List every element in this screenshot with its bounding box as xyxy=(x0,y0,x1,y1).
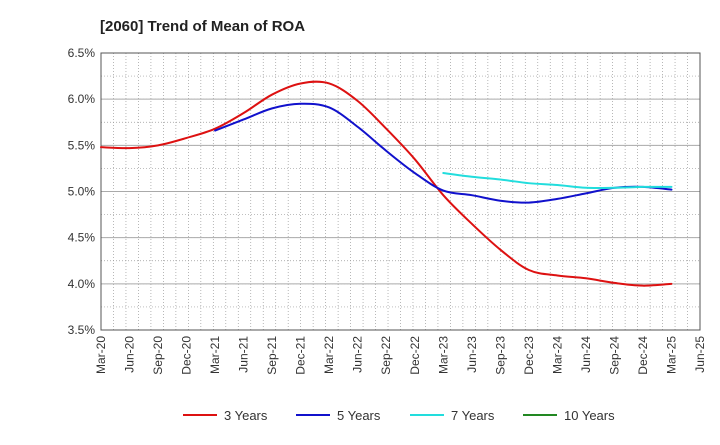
x-tick-label: Jun-22 xyxy=(351,336,365,373)
legend: 3 Years 5 Years 7 Years 10 Years xyxy=(183,408,615,423)
x-tick-label: Jun-25 xyxy=(693,336,707,373)
y-tick-label: 6.5% xyxy=(68,46,96,60)
series-line-5-years xyxy=(214,102,673,204)
x-tick-label: Mar-22 xyxy=(322,336,336,374)
y-tick-label: 5.0% xyxy=(68,185,96,199)
y-tick-label: 5.5% xyxy=(68,138,96,152)
x-tick-label: Sep-20 xyxy=(151,336,165,375)
x-tick-label: Mar-20 xyxy=(94,336,108,374)
x-tick-label: Mar-21 xyxy=(208,336,222,374)
x-tick-label: Dec-24 xyxy=(636,336,650,375)
x-tick-label: Mar-25 xyxy=(664,336,678,374)
x-tick-label: Jun-24 xyxy=(579,336,593,373)
x-tick-label: Sep-23 xyxy=(493,336,507,375)
series-line-3-years xyxy=(100,80,673,287)
series-line-7-years xyxy=(442,172,673,190)
series-lines xyxy=(100,80,673,287)
y-tick-labels: 6.5% 6.0% 5.5% 5.0% 4.5% 4.0% 3.5% xyxy=(68,46,96,337)
axes xyxy=(100,52,701,331)
y-tick-label: 3.5% xyxy=(68,323,96,337)
chart-title: [2060] Trend of Mean of ROA xyxy=(100,18,305,35)
x-tick-label: Jun-23 xyxy=(465,336,479,373)
x-tick-label: Mar-23 xyxy=(436,336,450,374)
legend-label: 5 Years xyxy=(337,408,381,423)
legend-label: 3 Years xyxy=(224,408,268,423)
x-tick-label: Dec-20 xyxy=(180,336,194,375)
x-tick-label: Mar-24 xyxy=(550,336,564,374)
x-tick-label: Jun-21 xyxy=(237,336,251,373)
x-tick-label: Dec-23 xyxy=(522,336,536,375)
x-tick-label: Sep-21 xyxy=(265,336,279,375)
legend-label: 10 Years xyxy=(564,408,615,423)
plot-frame xyxy=(100,52,701,331)
y-tick-label: 6.0% xyxy=(68,92,96,106)
x-tick-label: Dec-22 xyxy=(408,336,422,375)
y-tick-label: 4.0% xyxy=(68,277,96,291)
x-tick-labels: Mar-20 Jun-20 Sep-20 Dec-20 Mar-21 Jun-21 Sep-… xyxy=(94,336,707,375)
x-tick-label: Sep-24 xyxy=(607,336,621,375)
x-tick-label: Sep-22 xyxy=(379,336,393,375)
legend-label: 7 Years xyxy=(451,408,495,423)
x-tick-label: Jun-20 xyxy=(123,336,137,373)
x-tick-label: Dec-21 xyxy=(294,336,308,375)
y-tick-label: 4.5% xyxy=(68,231,96,245)
